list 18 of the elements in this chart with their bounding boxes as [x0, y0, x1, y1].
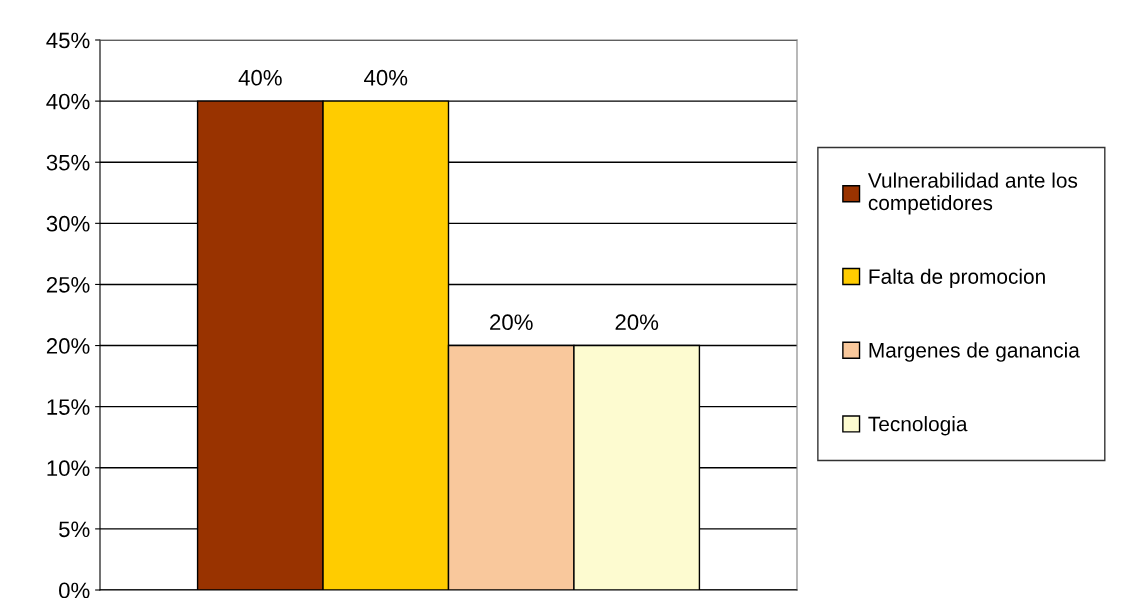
y-tick-label: 0% — [59, 582, 90, 598]
y-tick-label: 20% — [46, 338, 90, 354]
legend-label: Vulnerabilidad ante los competidores — [867, 172, 1078, 215]
y-tick-label: 10% — [47, 460, 90, 477]
y-tick-label: 30% — [46, 215, 90, 232]
data-label: 40% — [364, 69, 408, 86]
y-tick-label: 25% — [46, 276, 90, 293]
legend-label: Falta de promocion — [869, 268, 1045, 289]
y-tick-label: 5% — [59, 521, 90, 538]
data-label: 20% — [615, 314, 659, 331]
y-tick-label: 40% — [46, 93, 90, 110]
data-label: 20% — [490, 314, 533, 331]
data-label: 40% — [238, 69, 282, 86]
legend-label: Tecnologia — [868, 416, 968, 436]
y-tick-label: 45% — [46, 32, 90, 49]
legend-label: Margenes de ganancia — [869, 342, 1080, 362]
y-tick-label: 15% — [47, 399, 90, 415]
y-tick-label: 35% — [46, 154, 90, 171]
